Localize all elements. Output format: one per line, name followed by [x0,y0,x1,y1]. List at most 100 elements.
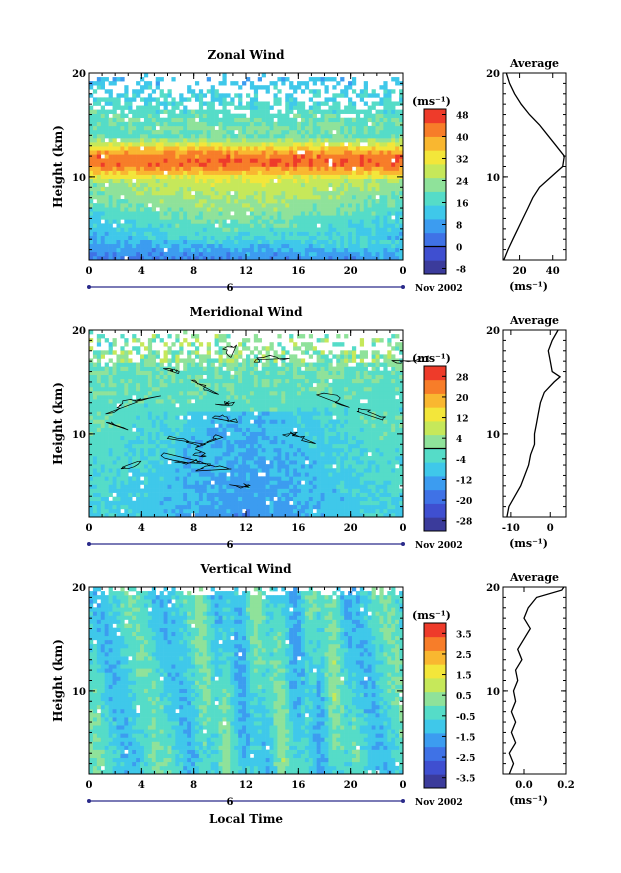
heatmap-cell [100,407,105,412]
heatmap-cell [371,125,376,131]
heatmap-cell [108,378,113,384]
heatmap-cell [116,162,121,167]
heatmap-cell [383,235,388,240]
heatmap-cell [120,378,125,384]
heatmap-cell [336,223,341,228]
heatmap-cell [155,117,160,123]
heatmap-cell [218,366,223,371]
heatmap-cell [312,121,317,127]
heatmap-cell [155,476,160,481]
heatmap-cell [289,170,294,175]
heatmap-cell [140,235,145,240]
heatmap-cell [136,125,141,131]
heatmap-cell [147,443,153,449]
heatmap-cell [285,117,290,123]
heatmap-cell [124,182,129,188]
heatmap-cell [210,251,215,257]
heatmap-cell [198,476,204,481]
heatmap-cell [100,476,105,481]
heatmap-cell [159,194,164,200]
heatmap-cell [336,207,341,212]
heatmap-cell [124,358,129,363]
heatmap-cell [289,142,294,147]
heatmap-cell [194,464,200,469]
heatmap-cell [300,178,306,184]
heatmap-cell [210,219,215,224]
heatmap-cell [128,174,133,179]
heatmap-cell [359,121,365,127]
heatmap-cell [163,174,168,179]
heatmap-cell [124,194,129,200]
heatmap-cell [273,255,278,261]
heatmap-cell [226,186,231,192]
heatmap-cell [351,109,357,114]
heatmap-cell [116,423,121,428]
heatmap-cell [194,109,200,114]
heatmap-cell [198,125,204,131]
heatmap-cell [104,154,109,159]
heatmap-cell [179,166,184,171]
heatmap-cell [285,223,290,228]
heatmap-cell [379,97,384,102]
heatmap-cell [198,411,204,416]
heatmap-cell [136,138,141,143]
heatmap-cell [151,255,157,261]
heatmap-cell [202,231,208,236]
heatmap-cell [399,235,404,240]
heatmap-cell [136,378,141,384]
heatmap-cell [104,472,109,477]
heatmap-cell [143,73,149,78]
heatmap-cell [89,427,94,432]
heatmap-cell [300,101,306,106]
heatmap-cell [132,366,137,371]
heatmap-cell [140,89,145,94]
heatmap-cell [222,350,227,355]
heatmap-cell [399,133,404,139]
heatmap-cell [89,443,94,449]
heatmap-cell [147,239,153,245]
heatmap-cell [210,435,215,441]
heatmap-cell [230,407,235,412]
heatmap-cell [194,243,200,249]
heatmap-cell [112,472,117,477]
heatmap-cell [104,464,109,469]
heatmap-cell [238,215,243,220]
heatmap-cell [265,129,270,135]
heatmap-cell [194,403,200,408]
heatmap-cell [128,215,133,220]
heatmap-cell [104,488,109,493]
heatmap-cell [100,480,105,485]
heatmap-cell [281,215,286,220]
heatmap-cell [92,423,98,428]
heatmap-cell [155,362,160,367]
heatmap-cell [226,362,231,367]
heatmap-cell [214,190,219,196]
heatmap-cell [151,431,157,436]
heatmap-cell [167,174,172,179]
heatmap-cell [194,366,200,371]
heatmap-cell [304,158,310,163]
heatmap-cell [387,255,392,261]
heatmap-cell [210,227,215,232]
heatmap-cell [206,207,211,212]
heatmap-cell [312,199,317,204]
heatmap-cell [202,366,208,371]
heatmap-cell [112,219,117,224]
heatmap-cell [155,150,160,155]
heatmap-cell [238,468,243,473]
heatmap-cell [348,203,353,208]
heatmap-cell [324,154,329,159]
heatmap-cell [198,223,204,228]
heatmap-cell [230,390,235,396]
heatmap-cell [132,150,137,155]
heatmap-cell [100,500,105,506]
heatmap-cell [324,121,329,127]
heatmap-cell [132,243,137,249]
heatmap-cell [379,154,384,159]
heatmap-cell [214,199,219,204]
heatmap-cell [92,154,98,159]
heatmap-cell [234,186,239,192]
heatmap-cell [383,93,388,98]
heatmap-cell [340,154,345,159]
heatmap-cell [167,211,172,216]
